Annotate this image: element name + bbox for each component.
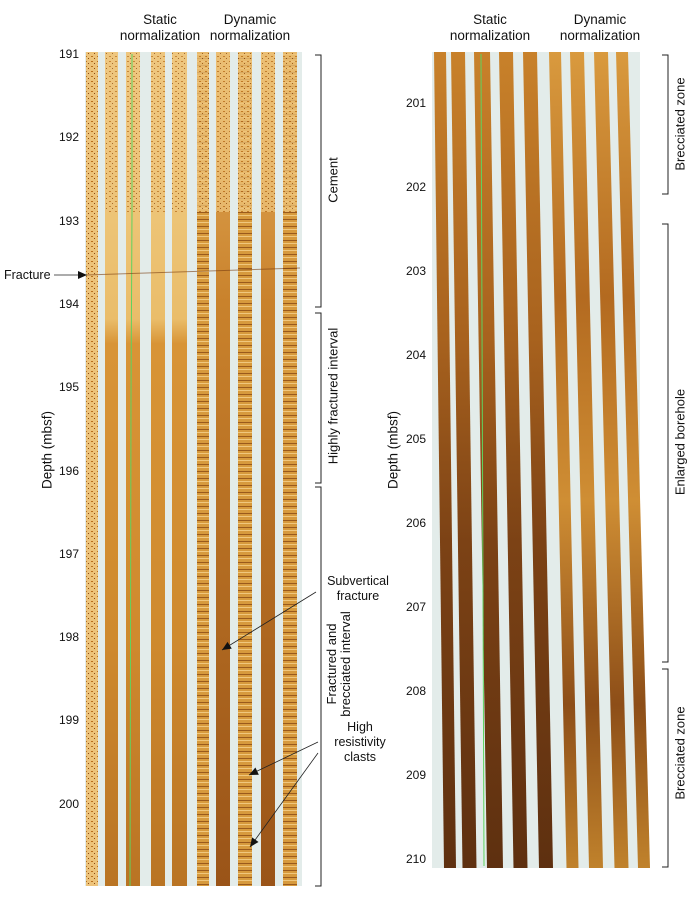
right-depth-tick: 207 (405, 600, 426, 614)
left-log-strip (238, 52, 252, 886)
right-depth-tick: 202 (405, 180, 426, 194)
clasts-arrow-upper-line (248, 741, 319, 776)
clasts-arrow-lower-line (249, 752, 319, 848)
right-log-strip (616, 52, 650, 868)
left-log-strip (283, 52, 297, 886)
zone-bracket (315, 312, 322, 484)
left-depth-tick: 197 (58, 546, 79, 561)
cement-texture (238, 52, 252, 212)
right-trace-line (480, 53, 485, 867)
right-log-strip (451, 52, 477, 868)
fracture-annotation: Fracture (4, 268, 51, 282)
zone-label-brecciated-top: Brecciated zone (672, 77, 688, 171)
zone-label-fractured-brecciated: Fractured and brecciated interval (324, 611, 353, 717)
left-depth-tick: 198 (58, 630, 79, 645)
right-depth-tick: 205 (405, 432, 426, 446)
high-resistivity-clasts-annotation: High resistivity clasts (334, 720, 386, 764)
left-depth-tick: 193 (58, 213, 79, 228)
fracture-trace (85, 267, 301, 276)
zone-bracket (315, 54, 322, 308)
left-log-strip (216, 52, 230, 886)
left-log-strip (261, 52, 275, 886)
cement-texture (105, 52, 118, 212)
left-depth-tick: 194 (58, 296, 79, 311)
left-depth-tick: 196 (58, 463, 79, 478)
zone-label-cement: Cement (325, 157, 341, 203)
right-y-axis-label: Depth (mbsf) (385, 410, 401, 490)
right-depth-tick: 206 (405, 516, 426, 530)
zone-label-enlarged-borehole: Enlarged borehole (672, 388, 688, 496)
zone-bracket (662, 668, 669, 868)
right-log-strip (499, 52, 528, 868)
clasts-arrow-upper-head (249, 767, 259, 775)
cement-texture (197, 52, 209, 212)
cement-texture (86, 52, 98, 212)
left-depth-tick: 200 (58, 796, 79, 811)
right-log-strip (523, 52, 553, 868)
left-depth-tick: 195 (58, 380, 79, 395)
cement-texture (172, 52, 187, 212)
left-depth-tick: 191 (58, 47, 79, 61)
zone-bracket (315, 486, 322, 887)
left-depth-tick: 192 (58, 130, 79, 145)
right-depth-tick: 201 (405, 96, 426, 110)
clasts-arrow-lower-head (250, 837, 259, 847)
right-log-strip (570, 52, 603, 868)
cement-texture (283, 52, 297, 212)
cement-texture (216, 52, 230, 212)
left-dynamic-header: Dynamic normalization (195, 12, 305, 44)
left-log-strip (105, 52, 118, 886)
left-log-strip (86, 52, 98, 886)
right-static-header-line1: Static normalization (449, 12, 531, 43)
zone-bracket (662, 223, 669, 663)
left-static-header-line1: Static normalization (119, 12, 201, 43)
subvertical-fracture-arrow-line (221, 591, 317, 651)
zone-bracket (662, 54, 669, 195)
fracture-arrow-head (78, 271, 87, 279)
cement-texture (126, 52, 140, 212)
left-static-header: Static normalization (110, 12, 210, 44)
left-log-strip (197, 52, 209, 886)
subvertical-fracture-annotation: Subvertical fracture (327, 574, 389, 603)
left-y-axis-label: Depth (mbsf) (39, 410, 55, 490)
right-depth-tick: 210 (405, 852, 426, 866)
left-trace-line (129, 54, 133, 887)
subvertical-fracture-arrow-head (222, 641, 232, 650)
zone-label-highly-fractured: Highly fractured interval (325, 327, 341, 465)
right-static-header: Static normalization (440, 12, 540, 44)
left-depth-tick: 199 (58, 713, 79, 728)
right-depth-tick: 203 (405, 264, 426, 278)
cement-texture (261, 52, 275, 212)
right-dynamic-header-line1: Dynamic normalization (559, 12, 641, 43)
right-dynamic-header: Dynamic normalization (545, 12, 655, 44)
right-depth-tick: 208 (405, 684, 426, 698)
right-depth-tick: 204 (405, 348, 426, 362)
left-log-strip (126, 52, 140, 886)
right-log-strip (434, 52, 456, 868)
right-log-strip (549, 52, 579, 868)
zone-label-brecciated-bottom: Brecciated zone (672, 706, 688, 800)
left-log-strip (172, 52, 187, 886)
right-log-strip (594, 52, 629, 868)
left-dynamic-header-line1: Dynamic normalization (209, 12, 291, 43)
left-log-strip (151, 52, 165, 886)
cement-texture (151, 52, 165, 212)
right-depth-tick: 209 (405, 768, 426, 782)
